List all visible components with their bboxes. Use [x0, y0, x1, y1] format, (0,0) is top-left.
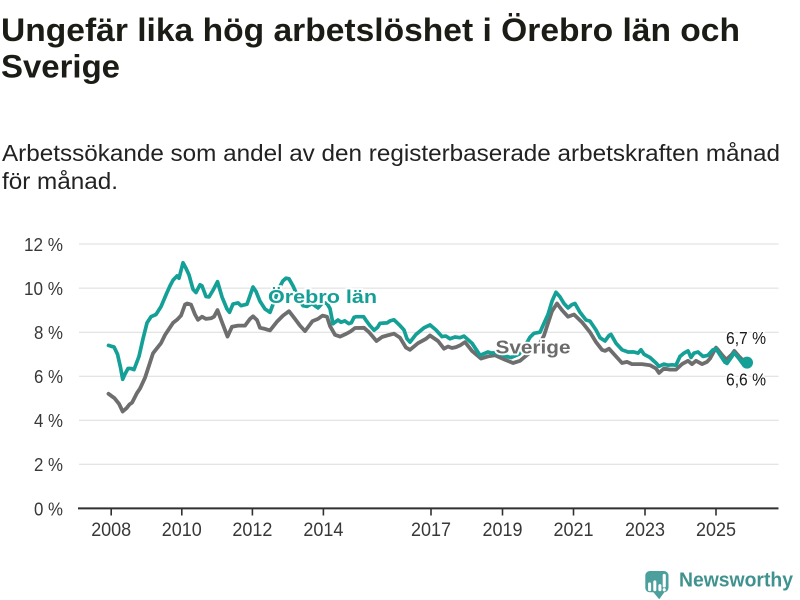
svg-text:6,6 %: 6,6 % [726, 370, 766, 390]
svg-text:2019: 2019 [483, 519, 523, 541]
svg-text:2017: 2017 [411, 519, 451, 541]
svg-text:2023: 2023 [625, 519, 665, 541]
svg-text:12 %: 12 % [24, 234, 63, 255]
svg-text:för månad.: för månad. [2, 168, 118, 194]
svg-text:2012: 2012 [232, 519, 272, 541]
svg-text:8 %: 8 % [34, 322, 63, 343]
svg-text:10 %: 10 % [24, 278, 63, 299]
svg-text:Newsworthy: Newsworthy [679, 569, 794, 592]
svg-text:Sverige: Sverige [496, 338, 571, 358]
svg-text:2025: 2025 [696, 519, 736, 541]
svg-text:2010: 2010 [162, 519, 202, 541]
svg-text:Ungefär lika hög arbetslöshet: Ungefär lika hög arbetslöshet i Örebro l… [1, 12, 740, 48]
svg-text:2021: 2021 [554, 519, 594, 541]
svg-text:2014: 2014 [303, 519, 343, 541]
svg-text:6,7 %: 6,7 % [726, 328, 766, 348]
svg-text:2 %: 2 % [34, 454, 63, 475]
svg-text:Arbetssökande som andel av den: Arbetssökande som andel av den registerb… [2, 140, 780, 166]
svg-text:0 %: 0 % [34, 498, 63, 519]
svg-text:4 %: 4 % [34, 410, 63, 431]
svg-text:2008: 2008 [91, 519, 131, 541]
svg-text:Örebro län: Örebro län [268, 287, 377, 307]
svg-text:Sverige: Sverige [1, 49, 120, 85]
svg-text:6 %: 6 % [34, 366, 63, 387]
